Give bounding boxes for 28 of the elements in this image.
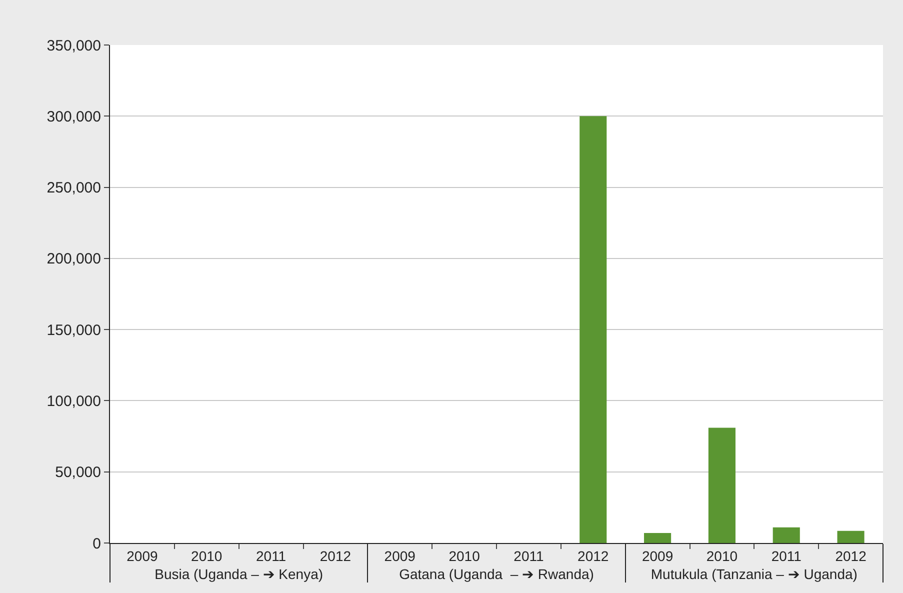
x-tick-label: 2010 (706, 548, 738, 564)
y-tick-label: 0 (92, 535, 101, 552)
text: Busia (Uganda – ➔ Kenya) (154, 566, 324, 582)
x-tick-label: 2012 (320, 548, 352, 564)
x-tick-label: 2010 (448, 548, 480, 564)
x-tick-label: 2011 (514, 548, 544, 564)
x-tick-label: 2011 (256, 548, 286, 564)
x-tick-label: 2012 (835, 548, 867, 564)
y-tick-label: 150,000 (46, 322, 101, 339)
text: Gatana (Uganda – ➔ Rwanda) (399, 566, 594, 582)
x-tick-label: 2010 (191, 548, 222, 564)
y-tick-label: 200,000 (46, 250, 101, 268)
y-tick-label: 100,000 (46, 392, 101, 410)
y-tick-label: 250,000 (46, 180, 101, 197)
bar (837, 530, 864, 543)
bar (580, 116, 607, 543)
x-tick-label: 2009 (384, 548, 416, 564)
text: Mutukula (Tanzania – ➔ Uganda) (650, 566, 858, 582)
bar (772, 527, 800, 543)
x-tick-label: 2009 (642, 548, 674, 564)
bar (644, 533, 672, 543)
x-tick-label: 2009 (126, 548, 158, 564)
x-tick-label: 2012 (578, 548, 609, 564)
x-tick-label: 2011 (771, 548, 802, 564)
bar (708, 428, 736, 543)
y-tick-label: 350,000 (46, 37, 101, 54)
y-tick-label: 50,000 (55, 464, 101, 482)
y-tick-label: 300,000 (46, 108, 101, 126)
